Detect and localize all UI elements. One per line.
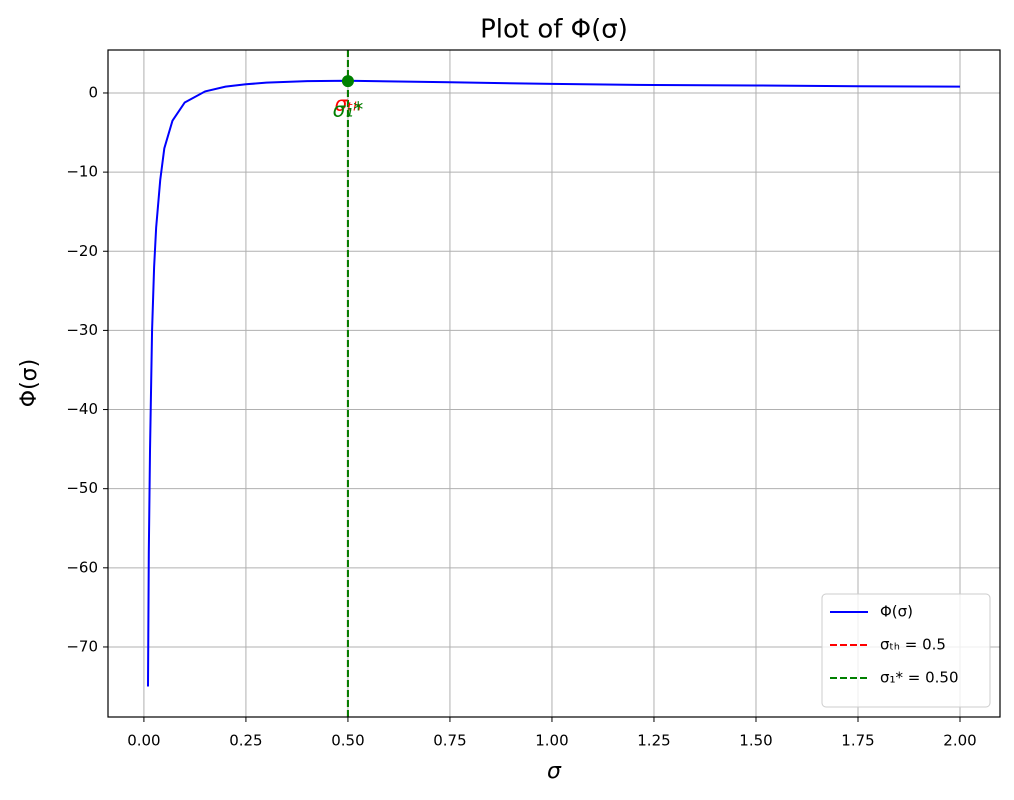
- legend-label: Φ(σ): [880, 603, 913, 621]
- y-tick-label: 0: [88, 83, 98, 101]
- x-tick-label: 0.75: [433, 732, 466, 750]
- legend-label: σₜₕ = 0.5: [880, 636, 946, 654]
- x-tick-label: 0.25: [229, 732, 262, 750]
- legend: Φ(σ) σₜₕ = 0.5 σ₁* = 0.50: [821, 593, 991, 708]
- x-tick-label: 0.50: [331, 732, 364, 750]
- x-tick-label: 1.50: [739, 732, 772, 750]
- series-line: [146, 79, 961, 687]
- x-axis-label: σ: [547, 759, 562, 784]
- y-tick-label: −30: [66, 321, 98, 339]
- legend-label: σ₁* = 0.50: [880, 669, 959, 687]
- chart-title: Plot of Φ(σ): [480, 15, 628, 45]
- x-tick-label: 1.75: [841, 732, 874, 750]
- annotation: σ₁*: [333, 98, 364, 122]
- y-tick-label: −40: [66, 400, 98, 418]
- y-tick-label: −50: [66, 479, 98, 497]
- y-tick-label: −10: [66, 163, 98, 181]
- x-tick-label: 2.00: [943, 732, 976, 750]
- y-axis-label: Φ(σ): [17, 359, 42, 407]
- annotation: σₜₕ: [335, 92, 362, 116]
- plot-frame: [107, 49, 1001, 718]
- x-tick-label: 0.00: [127, 732, 160, 750]
- y-tick-label: −60: [66, 558, 98, 576]
- y-tick-label: −20: [66, 242, 98, 260]
- x-tick-label: 1.25: [637, 732, 670, 750]
- y-tick-label: −70: [66, 637, 98, 655]
- point: [341, 75, 354, 88]
- x-tick-label: 1.00: [535, 732, 568, 750]
